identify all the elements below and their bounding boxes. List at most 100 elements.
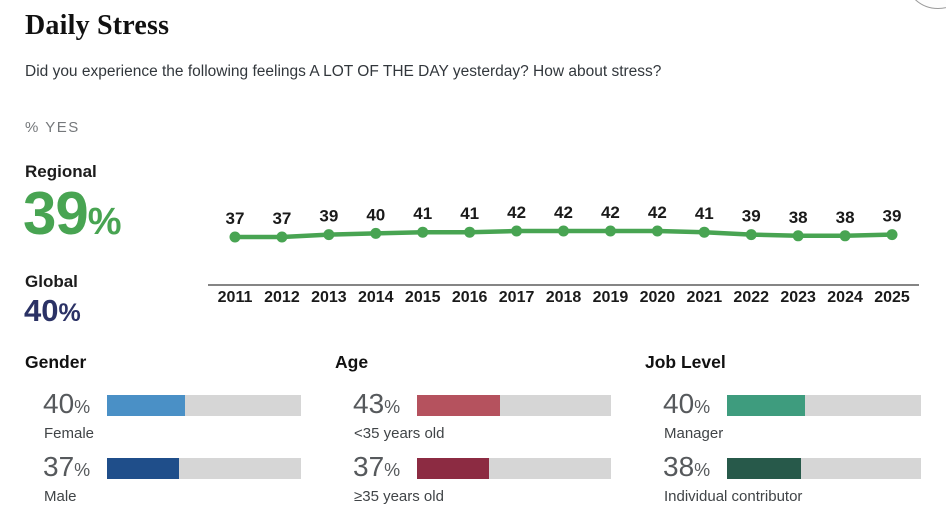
page-title: Daily Stress (25, 10, 170, 41)
demo-column-title: Age (335, 352, 369, 372)
data-point-value-label: 42 (507, 203, 526, 222)
data-point (276, 231, 288, 243)
bar-value-percent-sign: % (694, 460, 711, 480)
demo-bar-row: 37% (335, 453, 637, 481)
regional-stat-percent-sign: % (87, 201, 122, 243)
data-point (417, 226, 429, 238)
x-axis-tick-label: 2019 (593, 289, 629, 306)
x-axis-tick-label: 2011 (218, 289, 253, 306)
data-point (323, 229, 335, 241)
unit-label: % YES (25, 119, 80, 136)
bar-track (417, 458, 611, 479)
data-point (229, 231, 241, 243)
bar-track (107, 395, 301, 416)
bar-fill (107, 458, 179, 479)
bar-value: 37% (43, 453, 90, 484)
bar-track (727, 458, 921, 479)
data-point (651, 225, 663, 237)
bar-value-number: 38 (663, 451, 695, 482)
bar-fill (417, 395, 501, 416)
x-axis-tick-label: 2014 (358, 289, 394, 306)
bar-value-percent-sign: % (694, 397, 711, 417)
demo-column-title: Job Level (645, 352, 726, 372)
data-point-value-label: 41 (413, 204, 432, 223)
bar-value: 38% (663, 453, 710, 484)
bar-value-number: 43 (353, 388, 385, 419)
regional-stat-number: 39 (23, 180, 89, 247)
x-axis-tick-label: 2012 (264, 289, 300, 306)
bar-label: ≥35 years old (354, 488, 444, 505)
x-axis-tick-label: 2022 (733, 289, 769, 306)
x-axis-tick-label: 2021 (687, 289, 723, 306)
demo-column-age: Age 43% <35 years old 37% ≥35 years old (335, 352, 637, 522)
demo-bar-row: 38% (645, 453, 946, 481)
data-point (839, 230, 851, 242)
bar-fill (727, 458, 801, 479)
bar-fill (107, 395, 185, 416)
data-point-value-label: 39 (883, 207, 902, 226)
data-point-value-label: 40 (366, 205, 385, 224)
data-point (792, 230, 804, 242)
data-point-value-label: 37 (272, 209, 291, 228)
x-axis-tick-label: 2017 (499, 289, 535, 306)
bar-value: 40% (663, 390, 710, 421)
x-axis-tick-label: 2020 (640, 289, 676, 306)
bar-value-percent-sign: % (74, 397, 91, 417)
data-point (886, 229, 898, 241)
demo-bar-row: 40% (645, 390, 946, 418)
bar-value-number: 37 (353, 451, 385, 482)
bar-value-percent-sign: % (384, 397, 401, 417)
data-point-value-label: 38 (789, 208, 808, 227)
data-point-value-label: 39 (742, 207, 761, 226)
data-point-value-label: 42 (648, 203, 667, 222)
regional-stat-label: Regional (25, 162, 97, 181)
bar-label: Male (44, 488, 77, 505)
data-point-value-label: 39 (319, 207, 338, 226)
bar-value-percent-sign: % (74, 460, 91, 480)
bar-track (107, 458, 301, 479)
x-axis-tick-label: 2016 (452, 289, 488, 306)
x-axis-tick-label: 2013 (311, 289, 347, 306)
data-point (511, 225, 523, 237)
bar-track (727, 395, 921, 416)
bar-label: <35 years old (354, 425, 445, 442)
bar-track (417, 395, 611, 416)
data-point-value-label: 38 (836, 208, 855, 227)
bar-value-number: 40 (43, 388, 75, 419)
x-axis-tick-label: 2023 (780, 289, 816, 306)
demo-bar-row: 37% (25, 453, 327, 481)
data-point (370, 227, 382, 239)
global-stat-number: 40 (24, 293, 59, 328)
bar-value-percent-sign: % (384, 460, 401, 480)
data-point-value-label: 42 (601, 203, 620, 222)
demo-bar-row: 43% (335, 390, 637, 418)
bar-fill (727, 395, 805, 416)
bar-value: 43% (353, 390, 400, 421)
x-axis-tick-label: 2015 (405, 289, 441, 306)
data-point-value-label: 41 (695, 204, 714, 223)
demo-bar-row: 40% (25, 390, 327, 418)
corner-circle-button[interactable] (904, 0, 946, 9)
bar-value-number: 40 (663, 388, 695, 419)
x-axis-tick-label: 2024 (827, 289, 863, 306)
global-stat-label: Global (25, 272, 78, 291)
data-point (558, 225, 570, 237)
x-axis-tick-label: 2018 (546, 289, 582, 306)
data-point (464, 226, 476, 238)
bar-value: 37% (353, 453, 400, 484)
bar-value: 40% (43, 390, 90, 421)
data-point-value-label: 37 (226, 209, 245, 228)
bar-label: Manager (664, 425, 724, 442)
data-point (604, 225, 616, 237)
data-point-value-label: 41 (460, 204, 479, 223)
data-point-value-label: 42 (554, 203, 573, 222)
bar-label: Female (44, 425, 95, 442)
bar-value-number: 37 (43, 451, 75, 482)
bar-label: Individual contributor (664, 488, 803, 505)
x-axis-tick-label: 2025 (874, 289, 910, 306)
trend-line-chart: 37 2011 37 2012 39 2013 40 2014 41 2015 41 2016 42 20… (208, 203, 919, 306)
global-stat-percent-sign: % (58, 299, 81, 327)
global-stat-value: 40% (24, 294, 81, 330)
survey-question-subtitle: Did you experience the following feeling… (25, 63, 662, 80)
